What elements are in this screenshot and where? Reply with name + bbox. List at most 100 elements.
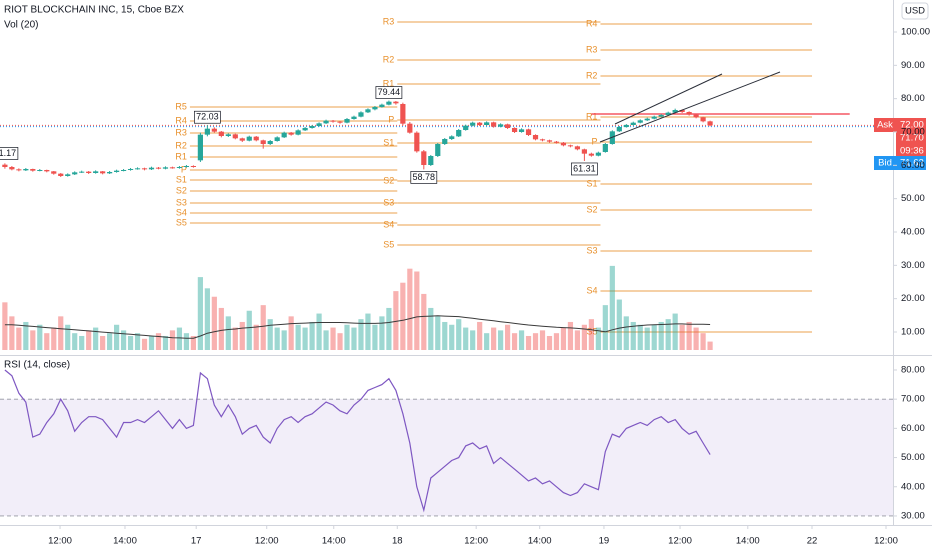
volume-bar [449,324,455,350]
pivot-label: S5 [383,239,394,249]
candle-body [623,125,629,127]
pivot-label: R3 [383,16,395,26]
volume-bar [323,330,329,350]
volume-bar [567,321,574,350]
volume-title: Vol (20) [4,20,38,31]
candle-body [525,129,532,135]
pivot-label: R4 [175,115,187,125]
candle-body [567,145,574,147]
volume-bar [372,324,378,350]
pivot-label: R2 [383,54,395,64]
volume-bar [239,321,245,350]
candle-body [211,128,217,132]
x-tick-label: 12:00 [255,536,279,547]
candle-body [700,117,706,122]
volume-bar [686,321,692,350]
candle-body [30,169,36,171]
y-tick-label: 70.00 [901,127,925,138]
candle-body [665,112,671,115]
extreme-label: 61.17 [0,148,16,158]
volume-bar [72,333,78,350]
rsi-tick-label: 40.00 [901,481,925,492]
x-tick-label: 12:00 [464,536,488,547]
candle-body [274,137,280,141]
candle-body [302,128,308,131]
candle-body [518,129,525,132]
bid-price: 71.62 [900,158,924,169]
volume-bar [281,330,287,350]
candle-body [651,116,657,119]
currency-button[interactable] [901,2,929,20]
volume-bar [93,327,99,350]
y-tick-label: 80.00 [901,93,925,104]
volume-bar [574,330,581,350]
volume-bar [407,268,413,350]
candle-body [400,104,406,124]
candle-body [162,167,169,169]
volume-bar [190,335,197,350]
rsi-tick-label: 70.00 [901,394,925,405]
candle-layer [2,100,713,177]
candle-body [616,127,622,132]
candle-body [358,112,364,117]
pivot-label: R3 [586,44,598,54]
volume-bar [623,316,629,350]
volume-bar [16,327,22,350]
volume-bar [65,324,71,350]
candle-body [58,173,64,176]
volume-bar [86,330,92,350]
candle-body [330,120,336,122]
candle-body [316,123,322,126]
countdown: 09:36 [900,146,924,157]
volume-bar [630,321,636,350]
volume-bar [120,330,127,350]
volume-bar [393,291,399,350]
last-box [896,131,926,157]
last-price: 71.70 [900,133,924,144]
ask-price: 72.00 [900,120,924,131]
volume-bar [274,327,280,350]
volume-bar [288,316,294,350]
candle-body [504,124,511,128]
x-tick-label: 14:00 [322,536,346,547]
volume-bar [330,327,336,350]
candle-body [511,128,518,132]
extreme-box [0,147,19,160]
candle-body [351,116,357,119]
volume-bar [232,327,238,350]
candle-body [113,170,120,172]
volume-bar [644,327,650,350]
extreme-label: 79.44 [378,87,401,97]
candle-body [190,166,197,167]
extreme-box [571,162,598,176]
candle-body [602,144,608,152]
candle-body [588,153,594,156]
volume-bar [100,335,106,350]
pivot-label: S4 [176,207,187,217]
y-tick-label: 60.00 [901,160,925,171]
candle-body [595,152,601,156]
x-tick-label: 12:00 [48,536,72,547]
volume-bar [260,305,266,350]
y-tick-label: 40.00 [901,227,925,238]
ask-box [896,118,926,132]
x-tick-label: 18 [392,536,403,547]
candle-body [693,114,699,118]
pivot-label: P [591,136,597,146]
candle-body [581,149,587,154]
volume-bar [616,299,622,350]
candle-body [9,167,15,170]
y-tick-label: 100.00 [901,27,930,38]
x-tick-label: 12:00 [668,536,692,547]
volume-ma [4,315,711,339]
y-tick-label: 30.00 [901,260,925,271]
candle-body [463,125,469,130]
currency[interactable]: USD [905,6,925,17]
candle-body [372,107,378,110]
volume-bar [351,327,357,350]
candle-body [218,131,224,136]
pivot-label: S2 [383,175,394,185]
candle-body [232,134,238,139]
candle-body [127,169,134,170]
pivot-label: R3 [175,127,187,137]
